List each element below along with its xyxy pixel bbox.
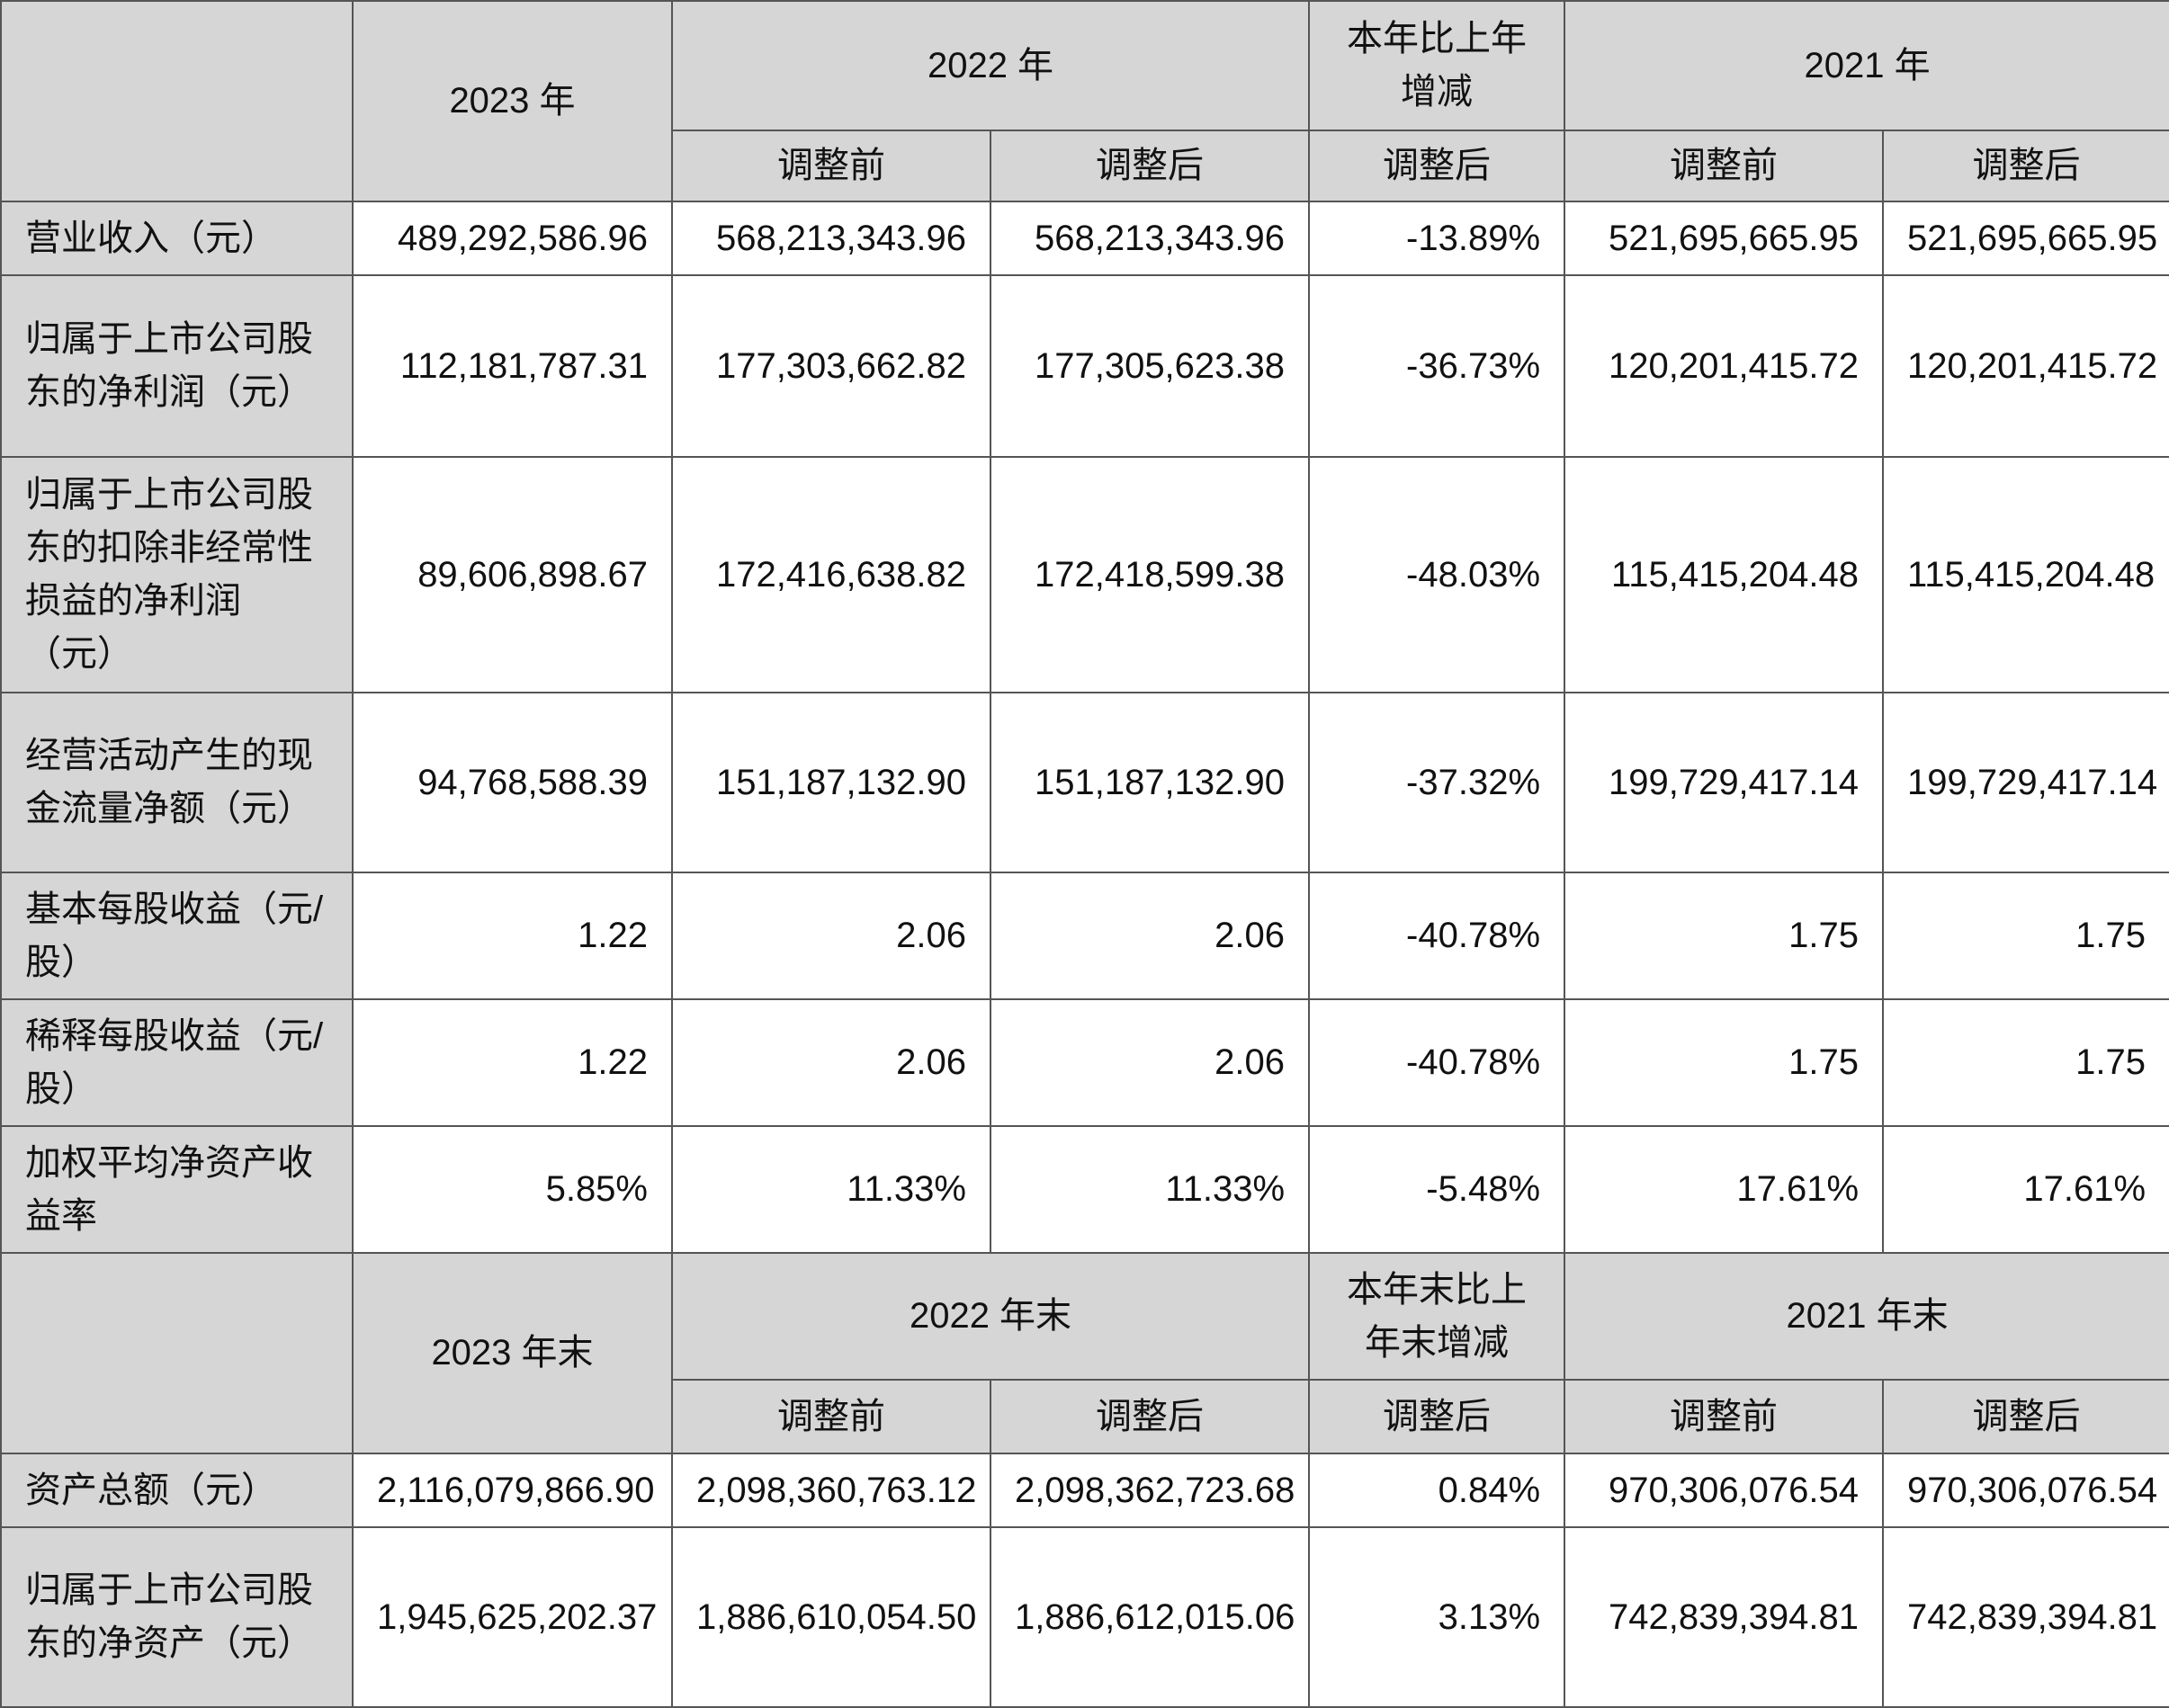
table-row: 经营活动产生的现金流量净额（元） 94,768,588.39 151,187,1… xyxy=(0,692,2169,873)
header-2021-before: 调整前 xyxy=(1564,130,1885,202)
row-label: 归属于上市公司股东的净利润（元） xyxy=(0,274,354,458)
value-2022-before: 151,187,132.90 xyxy=(671,692,991,873)
table-row: 加权平均净资产收益率 5.85% 11.33% 11.33% -5.48% 17… xyxy=(0,1125,2169,1254)
value-2021-before: 521,695,665.95 xyxy=(1564,201,1885,276)
row-label: 归属于上市公司股东的扣除非经常性损益的净利润（元） xyxy=(0,456,354,693)
value-2023: 1.22 xyxy=(352,998,673,1127)
table-row: 资产总额（元） 2,116,079,866.90 2,098,360,763.1… xyxy=(0,1453,2169,1528)
value-change: -36.73% xyxy=(1308,274,1566,458)
value-2022-after: 151,187,132.90 xyxy=(989,692,1311,873)
header-2021-after: 调整后 xyxy=(1882,130,2169,202)
value-2022-after: 177,305,623.38 xyxy=(989,274,1311,458)
header-change: 本年比上年增减 xyxy=(1308,0,1566,131)
value-2021-after: 17.61% xyxy=(1882,1125,2169,1254)
header-2023-end: 2023 年末 xyxy=(352,1252,673,1454)
value-2022-before: 11.33% xyxy=(671,1125,991,1254)
value-2021-after: 120,201,415.72 xyxy=(1882,274,2169,458)
header-row-adjust: 调整前 调整后 调整后 调整前 调整后 xyxy=(1,1379,2169,1454)
value-2023: 94,768,588.39 xyxy=(352,692,673,873)
header-row-adjust: 调整前 调整后 调整后 调整前 调整后 xyxy=(1,130,2169,202)
table-row: 归属于上市公司股东的净资产（元） 1,945,625,202.37 1,886,… xyxy=(0,1526,2169,1708)
header-2022-before: 调整前 xyxy=(671,1379,991,1454)
header-change-after: 调整后 xyxy=(1308,130,1566,202)
value-change: -40.78% xyxy=(1308,872,1566,1000)
value-2023: 89,606,898.67 xyxy=(352,456,673,693)
header-2022: 2022 年 xyxy=(670,0,1311,131)
header-2022-after: 调整后 xyxy=(989,1379,1311,1454)
header-2021-end: 2021 年末 xyxy=(1564,1252,2169,1381)
value-change: -5.48% xyxy=(1308,1125,1566,1254)
value-2022-after: 2.06 xyxy=(989,998,1311,1127)
row-label: 加权平均净资产收益率 xyxy=(0,1125,354,1254)
header-2023: 2023 年 xyxy=(352,0,673,202)
value-change: -40.78% xyxy=(1308,998,1566,1127)
value-2021-after: 970,306,076.54 xyxy=(1882,1453,2169,1528)
table-row: 稀释每股收益（元/股） 1.22 2.06 2.06 -40.78% 1.75 … xyxy=(0,998,2169,1127)
value-change: -13.89% xyxy=(1308,201,1566,276)
header-2021-before: 调整前 xyxy=(1564,1379,1885,1454)
table-row: 归属于上市公司股东的净利润（元） 112,181,787.31 177,303,… xyxy=(0,274,2169,458)
value-2023: 5.85% xyxy=(352,1125,673,1254)
value-2021-before: 970,306,076.54 xyxy=(1564,1453,1885,1528)
value-2022-after: 2,098,362,723.68 xyxy=(989,1453,1311,1528)
value-2021-after: 1.75 xyxy=(1882,998,2169,1127)
header-2021: 2021 年 xyxy=(1564,0,2169,131)
header-2021-after: 调整后 xyxy=(1882,1379,2169,1454)
value-2023: 489,292,586.96 xyxy=(352,201,673,276)
value-2023: 2,116,079,866.90 xyxy=(352,1453,673,1528)
row-label: 基本每股收益（元/股） xyxy=(0,872,354,1000)
value-2022-after: 568,213,343.96 xyxy=(989,201,1311,276)
row-label: 资产总额（元） xyxy=(0,1453,354,1528)
value-2021-after: 115,415,204.48 xyxy=(1882,456,2169,693)
row-label: 经营活动产生的现金流量净额（元） xyxy=(0,692,354,873)
header-row-year-end: 2023 年末 2022 年末 本年末比上年末增减 2021 年末 xyxy=(0,1252,2169,1454)
value-2021-before: 1.75 xyxy=(1564,872,1885,1000)
value-2021-before: 742,839,394.81 xyxy=(1564,1526,1885,1708)
header-2022-after: 调整后 xyxy=(989,130,1311,202)
value-2022-after: 11.33% xyxy=(989,1125,1311,1254)
value-2021-before: 1.75 xyxy=(1564,998,1885,1127)
value-2021-before: 17.61% xyxy=(1564,1125,1885,1254)
value-2023: 1.22 xyxy=(352,872,673,1000)
table-row: 营业收入（元） 489,292,586.96 568,213,343.96 56… xyxy=(0,201,2169,276)
value-change: 0.84% xyxy=(1308,1453,1566,1528)
corner-cell xyxy=(0,1252,354,1454)
value-change: 3.13% xyxy=(1308,1526,1566,1708)
value-2022-after: 1,886,612,015.06 xyxy=(989,1526,1311,1708)
value-2021-before: 199,729,417.14 xyxy=(1564,692,1885,873)
value-2022-before: 2.06 xyxy=(671,872,991,1000)
value-2022-before: 2.06 xyxy=(671,998,991,1127)
table-row: 基本每股收益（元/股） 1.22 2.06 2.06 -40.78% 1.75 … xyxy=(0,872,2169,1000)
table-row: 归属于上市公司股东的扣除非经常性损益的净利润（元） 89,606,898.67 … xyxy=(0,456,2169,693)
row-label: 营业收入（元） xyxy=(0,201,354,276)
value-2021-before: 120,201,415.72 xyxy=(1564,274,1885,458)
value-2022-before: 2,098,360,763.12 xyxy=(671,1453,991,1528)
value-2023: 112,181,787.31 xyxy=(352,274,673,458)
header-change-end: 本年末比上年末增减 xyxy=(1308,1252,1566,1381)
value-2022-before: 1,886,610,054.50 xyxy=(671,1526,991,1708)
value-2021-before: 115,415,204.48 xyxy=(1564,456,1885,693)
value-2021-after: 742,839,394.81 xyxy=(1882,1526,2169,1708)
value-change: -37.32% xyxy=(1308,692,1566,873)
value-2022-before: 172,416,638.82 xyxy=(671,456,991,693)
value-2022-before: 568,213,343.96 xyxy=(671,201,991,276)
value-2022-after: 172,418,599.38 xyxy=(989,456,1311,693)
corner-cell xyxy=(0,0,354,202)
value-2021-after: 199,729,417.14 xyxy=(1882,692,2169,873)
row-label: 稀释每股收益（元/股） xyxy=(0,998,354,1127)
value-2022-after: 2.06 xyxy=(989,872,1311,1000)
value-2021-after: 521,695,665.95 xyxy=(1882,201,2169,276)
header-row-years: 2023 年 2022 年 本年比上年增减 2021 年 xyxy=(0,0,2169,202)
header-2022-before: 调整前 xyxy=(671,130,991,202)
row-label: 归属于上市公司股东的净资产（元） xyxy=(0,1526,354,1708)
value-2022-before: 177,303,662.82 xyxy=(671,274,991,458)
value-2021-after: 1.75 xyxy=(1882,872,2169,1000)
header-2022-end: 2022 年末 xyxy=(670,1252,1311,1381)
value-2023: 1,945,625,202.37 xyxy=(352,1526,673,1708)
header-change-after: 调整后 xyxy=(1308,1379,1566,1454)
value-change: -48.03% xyxy=(1308,456,1566,693)
